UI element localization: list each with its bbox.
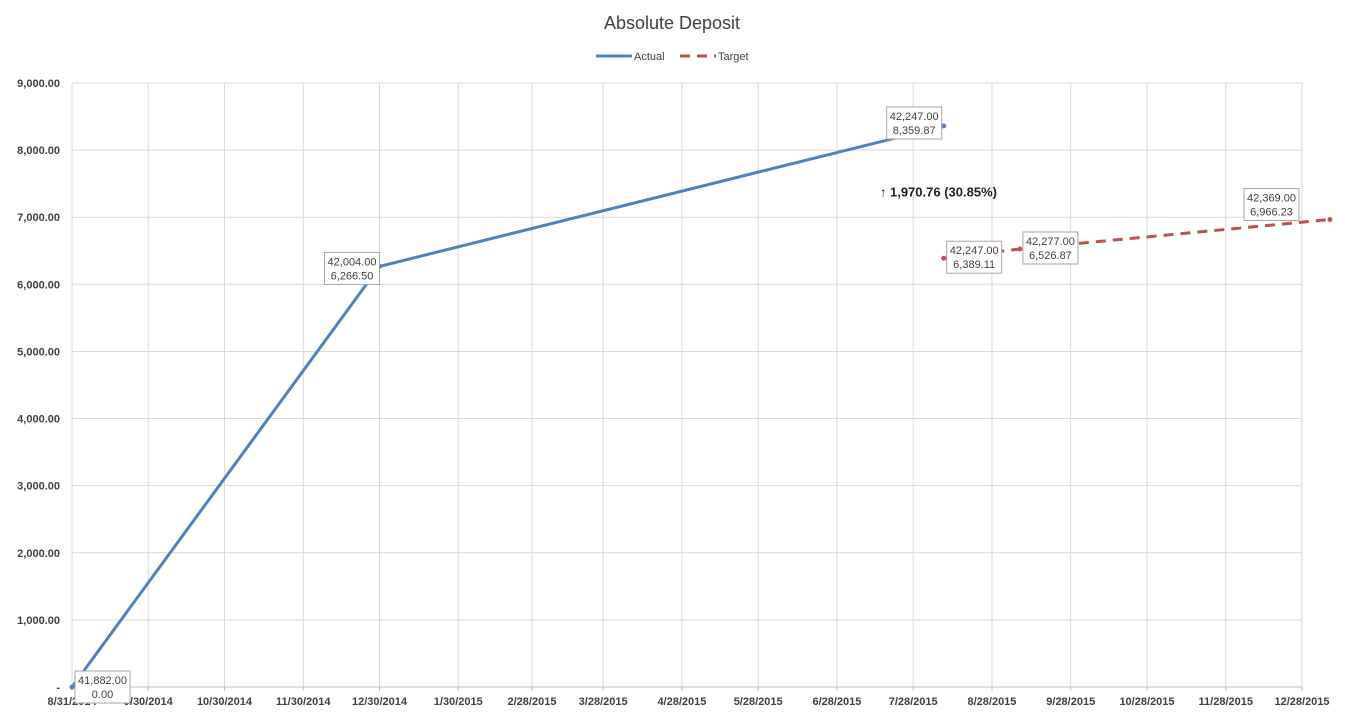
x-axis: 8/31/2014 9/30/2014 10/30/2014 11/30/2014 12… [48, 686, 1330, 708]
data-label-box [1022, 231, 1079, 265]
x-tick-label: 10/30/2014 [197, 696, 253, 708]
series-line-actual [70, 124, 946, 689]
legend-label-actual: Actual [634, 51, 665, 63]
data-point-target [1327, 216, 1333, 222]
legend: Actual Target [596, 51, 749, 63]
x-tick-label: 11/28/2015 [1199, 696, 1253, 708]
y-tick-label: 5,000.00 [17, 346, 60, 358]
y-axis: - 1,000.00 2,000.00 3,000.00 4,000.00 5,000.0… [17, 78, 60, 694]
y-tick-label: 3,000.00 [17, 481, 60, 493]
y-tick-label: 9,000.00 [17, 78, 60, 90]
data-label-y: 8,359.87 [893, 125, 936, 137]
data-label-x: 42,247.00 [890, 111, 939, 123]
x-tick-label: 1/30/2015 [434, 696, 483, 708]
x-tick-label: 2/28/2015 [508, 696, 557, 708]
data-label-y: 6,266.50 [331, 270, 374, 282]
series-group [69, 123, 1333, 690]
y-tick-label: 1,000.00 [17, 615, 60, 627]
x-tick-label: 6/28/2015 [812, 696, 861, 708]
delta-annotation: ↑ 1,970.76 (30.85%) [880, 185, 997, 200]
gridlines [71, 82, 1303, 687]
data-label-x: 42,247.00 [950, 245, 999, 257]
data-label-box [886, 106, 943, 140]
data-label-x: 42,277.00 [1026, 236, 1075, 248]
data-label-box [324, 251, 380, 285]
x-tick-label: 9/30/2014 [124, 696, 174, 708]
y-tick-label: 4,000.00 [17, 414, 60, 426]
data-point-target [941, 255, 947, 261]
x-tick-label: 12/30/2014 [352, 696, 408, 708]
x-tick-label: 11/30/2014 [276, 696, 331, 708]
y-tick-label: - [56, 682, 60, 694]
y-tick-label: 6,000.00 [17, 279, 60, 291]
data-label-box [74, 670, 131, 704]
chart-title: Absolute Deposit [604, 13, 740, 33]
x-tick-label: 9/28/2015 [1046, 696, 1095, 708]
data-label-y: 6,966.23 [1250, 206, 1293, 218]
data-point-actual [941, 123, 947, 129]
data-label-box [1243, 187, 1300, 221]
data-label-y: 6,389.11 [953, 259, 995, 271]
x-tick-label: 4/28/2015 [657, 696, 706, 708]
data-point-target [1017, 246, 1023, 252]
data-label-y: 6,526.87 [1029, 250, 1072, 262]
data-label-x: 42,004.00 [328, 256, 377, 268]
y-tick-label: 2,000.00 [17, 548, 60, 560]
data-label-box [946, 240, 1003, 274]
x-tick-label: 7/28/2015 [889, 696, 938, 708]
data-label-x: 41,882.00 [78, 675, 127, 687]
data-point-actual [69, 684, 75, 690]
x-tick-label: 12/28/2015 [1274, 696, 1329, 708]
x-tick-label: 8/28/2015 [967, 696, 1016, 708]
legend-label-target: Target [718, 51, 749, 63]
y-tick-label: 7,000.00 [17, 212, 60, 224]
y-tick-label: 8,000.00 [17, 145, 60, 157]
data-label-x: 42,369.00 [1247, 192, 1296, 204]
data-label-y: 0.00 [92, 689, 113, 701]
x-tick-label: 10/28/2015 [1119, 696, 1174, 708]
x-tick-label: 5/28/2015 [734, 696, 783, 708]
data-labels: 41,882.00 0.00 42,004.00 6,266.50 42,247.00 8… [74, 106, 1300, 704]
x-tick-label: 3/28/2015 [579, 696, 628, 708]
